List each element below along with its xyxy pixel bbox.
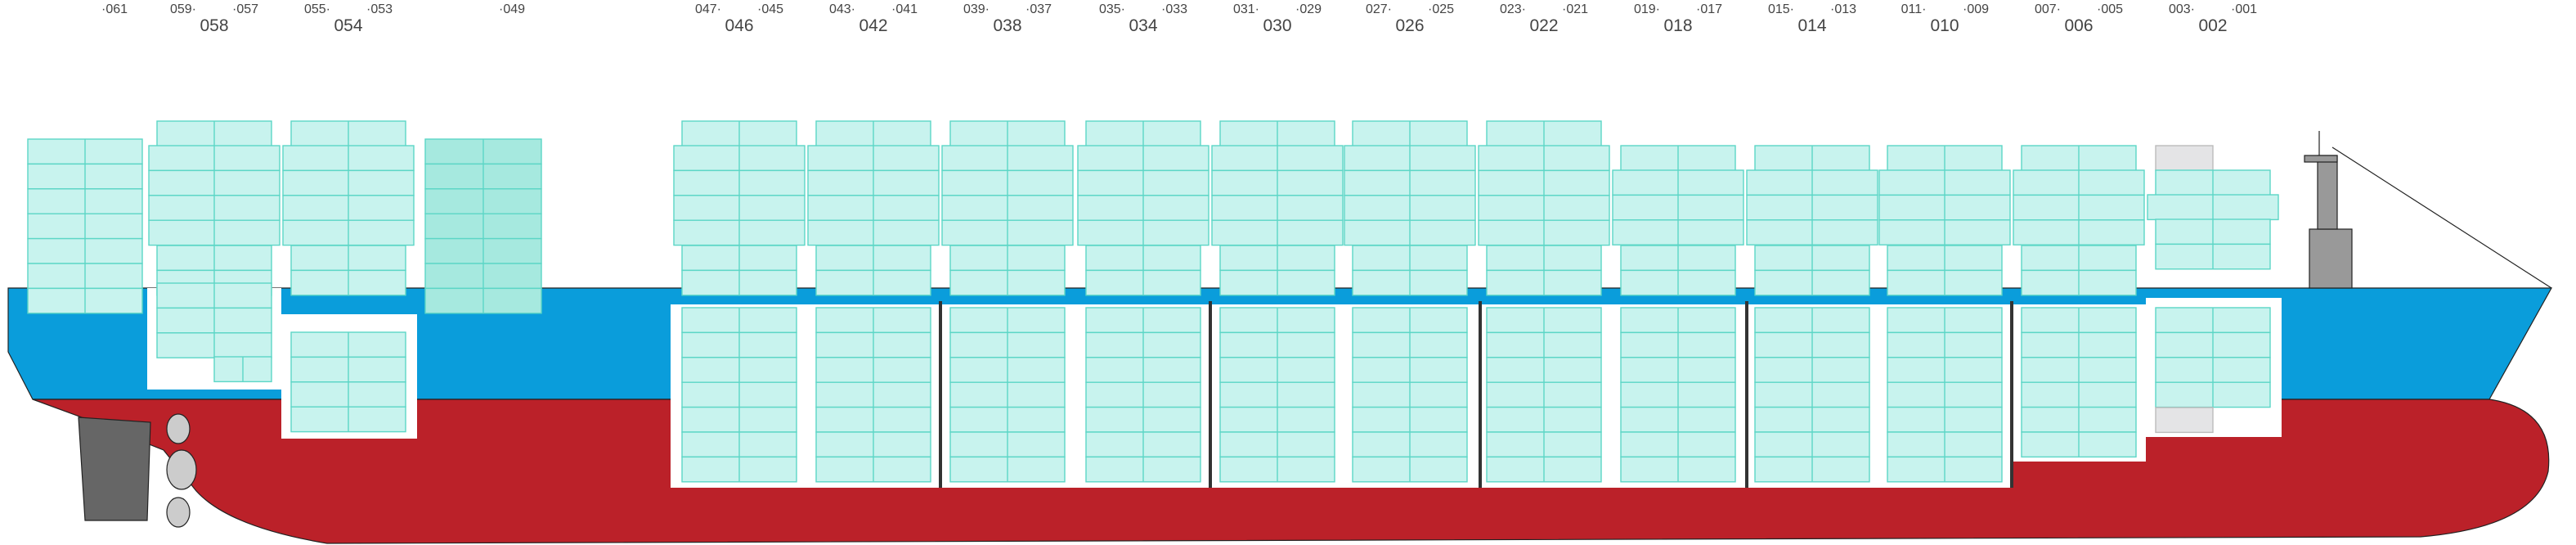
- bay-label: 023·: [1500, 2, 1526, 16]
- deck: [671, 295, 2146, 304]
- bay-number: 054: [334, 16, 362, 35]
- bay-label: ·021: [1562, 2, 1588, 16]
- bay-label: ·005: [2097, 2, 2123, 16]
- bay-label: ·029: [1295, 2, 1322, 16]
- bay-label: ·053: [366, 2, 393, 16]
- rudder: [78, 417, 151, 521]
- bay-number: 058: [200, 16, 228, 35]
- bay-label: ·061: [101, 2, 128, 16]
- propeller: [166, 449, 197, 490]
- bay-number: 038: [993, 16, 1021, 35]
- bay-label: 019·: [1634, 2, 1660, 16]
- bay-label: 055·: [304, 2, 330, 16]
- empty-slot: [2155, 145, 2214, 172]
- bay-number: 006: [2064, 16, 2093, 35]
- bay-label: ·013: [1830, 2, 1856, 16]
- bay-number: 034: [1129, 16, 1157, 35]
- bay-label: ·049: [499, 2, 525, 16]
- bay-label: ·025: [1428, 2, 1454, 16]
- bay-label: 007·: [2035, 2, 2061, 16]
- propeller: [166, 497, 191, 528]
- bay-number: 002: [2198, 16, 2227, 35]
- bay-label: 047·: [695, 2, 721, 16]
- bay-label: ·009: [1963, 2, 1989, 16]
- bay-number: 010: [1930, 16, 1959, 35]
- deck: [283, 298, 417, 314]
- bay-label: 031·: [1233, 2, 1259, 16]
- bay-label: ·045: [757, 2, 783, 16]
- bay-label: 003·: [2169, 2, 2195, 16]
- bay-label: ·037: [1025, 2, 1052, 16]
- bay-label: 043·: [829, 2, 855, 16]
- bay-label: 015·: [1768, 2, 1794, 16]
- bay-label: ·057: [232, 2, 258, 16]
- bay-number: 046: [725, 16, 753, 35]
- bay-number: 026: [1395, 16, 1424, 35]
- bay-label: ·017: [1696, 2, 1722, 16]
- bay-number: 014: [1797, 16, 1826, 35]
- bulkheads: [939, 301, 2013, 488]
- bay-label: 035·: [1099, 2, 1125, 16]
- bay-label: 027·: [1366, 2, 1392, 16]
- bay-label: ·001: [2231, 2, 2257, 16]
- bay-number: 018: [1663, 16, 1692, 35]
- bay-label: 059·: [170, 2, 196, 16]
- empty-slot: [2155, 407, 2214, 434]
- bay-label: 039·: [963, 2, 990, 16]
- bay-number: 042: [859, 16, 887, 35]
- bay-label: 011·: [1901, 2, 1927, 16]
- mast: [2304, 131, 2552, 289]
- bay-number: 030: [1263, 16, 1291, 35]
- propeller: [166, 413, 191, 444]
- bay-number: 022: [1529, 16, 1558, 35]
- bay-label: ·041: [891, 2, 918, 16]
- bay-label: ·033: [1161, 2, 1187, 16]
